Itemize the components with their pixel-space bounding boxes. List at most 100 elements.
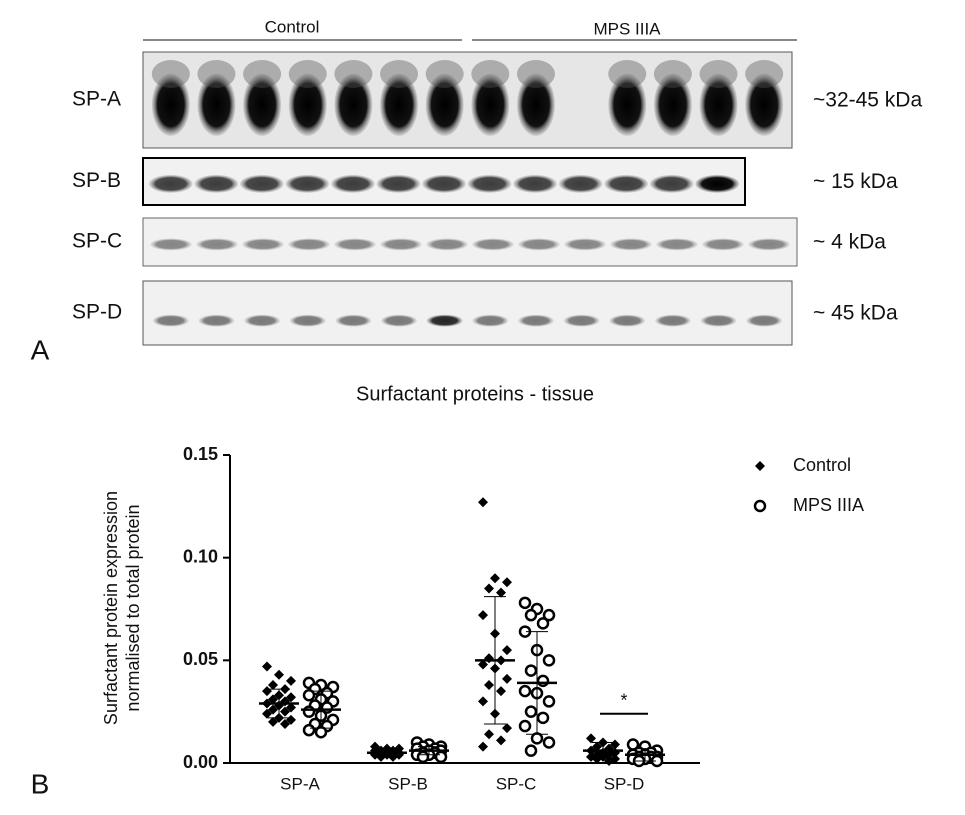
blot-band: [746, 314, 783, 327]
blot-band: [148, 174, 193, 193]
data-point: [530, 732, 544, 745]
blot-band: [239, 174, 284, 193]
data-point: [524, 744, 538, 757]
blot-band: [699, 73, 738, 136]
blot-band: [610, 238, 652, 251]
x-tick-label: SP-C: [496, 774, 537, 793]
x-tick-label: SP-A: [280, 774, 320, 793]
data-point: [286, 692, 296, 703]
data-point: [268, 679, 278, 690]
y-axis-label: normalised to total protein: [123, 504, 143, 711]
blot-row-label: SP-C: [72, 230, 122, 253]
blot-size-label: ~ 15 kDa: [813, 170, 898, 193]
panel-label: A: [31, 334, 50, 365]
blot-panel: SP-A ~32-45 kDa SP-B ~ 15 kDa SP-C ~ 4 kDa SP-…: [72, 51, 922, 346]
x-tick-label: SP-B: [388, 774, 428, 793]
data-point: [518, 684, 532, 698]
data-point: [302, 688, 316, 702]
data-point: [484, 653, 494, 664]
blot-band: [426, 314, 463, 327]
blot-band: [194, 174, 239, 193]
blot-band: [513, 174, 558, 193]
legend-marker: [753, 499, 767, 513]
data-point: [542, 608, 556, 622]
data-point: [286, 675, 296, 686]
blot-band: [653, 73, 692, 136]
legend-label: MPS IIIA: [793, 495, 864, 515]
blot-band: [518, 238, 560, 251]
data-point: [262, 686, 272, 697]
blot-band: [472, 238, 514, 251]
blot-band: [288, 238, 330, 251]
blot-band: [745, 73, 784, 136]
blot-band: [563, 314, 600, 327]
blot-band: [472, 314, 509, 327]
blot-size-label: ~ 45 kDa: [813, 302, 898, 325]
blot-band: [243, 73, 282, 136]
data-point: [268, 704, 278, 715]
data-point: [280, 718, 290, 729]
y-tick-label: 0.10: [183, 546, 218, 566]
blot-band: [425, 73, 464, 136]
blot-band: [654, 314, 691, 327]
data-point: [268, 694, 278, 705]
blot-band: [334, 238, 376, 251]
data-point: [268, 716, 278, 727]
y-tick-label: 0.00: [183, 752, 218, 772]
data-point: [496, 686, 506, 697]
blot-band: [471, 60, 510, 88]
blot-band: [242, 238, 284, 251]
blot-band: [151, 60, 190, 88]
blot-size-label: ~32-45 kDa: [813, 89, 922, 112]
data-point: [274, 669, 284, 680]
blot-band: [151, 73, 190, 136]
blot-band: [288, 73, 327, 136]
data-point: [542, 654, 556, 667]
blot-band: [608, 73, 647, 136]
blot-band: [422, 174, 466, 193]
blot-band: [609, 314, 646, 327]
blot-band: [243, 60, 282, 88]
blot-band: [380, 238, 422, 251]
data-point: [542, 736, 556, 749]
data-point: [434, 750, 448, 764]
data-point: [592, 741, 602, 752]
blot-frame: [142, 51, 793, 149]
blot-band: [152, 314, 189, 327]
blot-band: [604, 174, 649, 193]
chart-title: Surfactant proteins - tissue: [356, 383, 594, 405]
blot-band: [564, 238, 606, 251]
blot-band: [334, 73, 373, 136]
data-point: [502, 645, 512, 656]
y-tick-label: 0.15: [183, 444, 218, 464]
blot-band: [695, 174, 740, 193]
legend-marker: [755, 461, 765, 471]
blot-band: [517, 314, 554, 327]
blot-band: [335, 314, 372, 327]
blot-band: [702, 238, 744, 251]
blot-band: [700, 314, 737, 327]
group-label: MPS IIIA: [593, 19, 661, 38]
y-tick-label: 0.05: [183, 649, 218, 669]
blot-band: [516, 60, 555, 88]
data-point: [518, 719, 532, 733]
blot-band: [197, 73, 236, 136]
blot-row-label: SP-D: [72, 301, 122, 324]
data-point: [536, 711, 550, 725]
group-label: Control: [265, 17, 320, 36]
blot-frame: [142, 280, 793, 346]
data-point: [314, 725, 328, 739]
data-point: [502, 577, 512, 588]
data-point: [286, 702, 296, 713]
blot-row-label: SP-A: [72, 88, 121, 111]
blot-row-label: SP-B: [72, 169, 121, 192]
data-point: [496, 735, 506, 746]
blot-band: [376, 174, 421, 193]
data-point: [478, 696, 488, 707]
data-point: [478, 741, 488, 752]
data-point: [478, 659, 488, 670]
data-point: [416, 750, 430, 764]
blot-band: [244, 314, 281, 327]
blot-band: [426, 238, 468, 251]
